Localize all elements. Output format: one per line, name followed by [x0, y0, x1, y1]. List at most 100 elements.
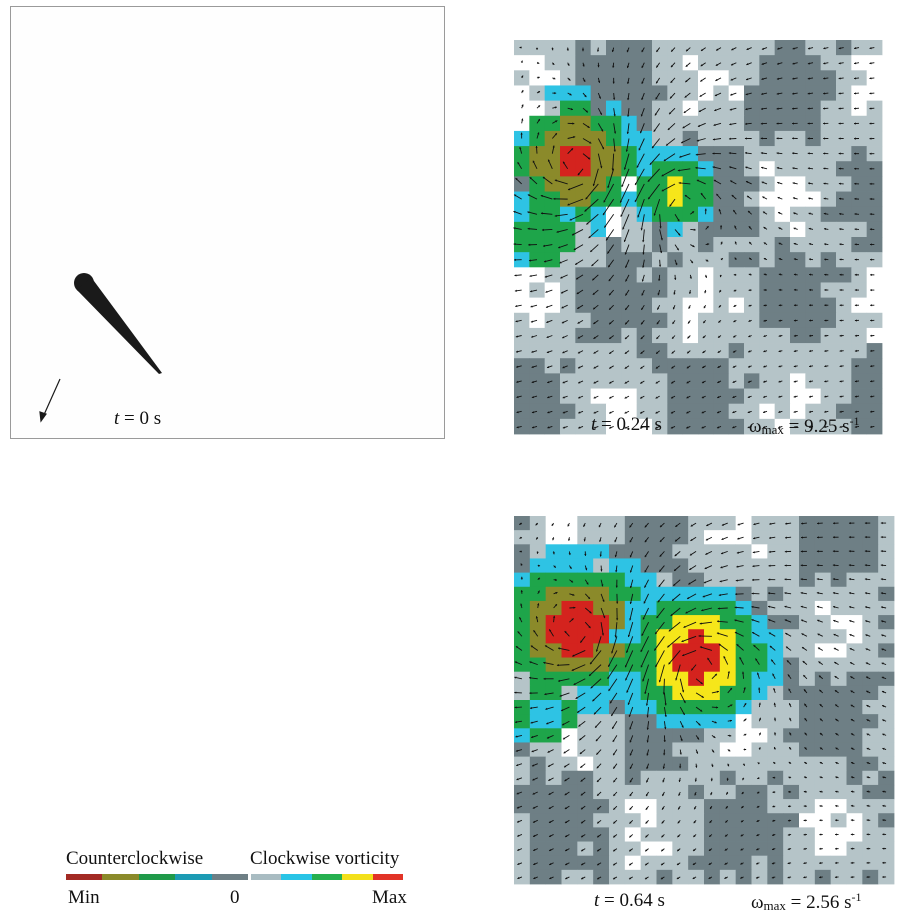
velocity-vector-head [514, 289, 517, 292]
vorticity-cell [719, 572, 737, 588]
velocity-vector-head [710, 806, 713, 810]
vorticity-cell [728, 297, 745, 314]
vorticity-cell [575, 373, 592, 389]
vorticity-cell [514, 55, 530, 71]
vorticity-cell [799, 869, 816, 885]
velocity-vector-head [648, 196, 651, 200]
vorticity-cell [590, 237, 607, 253]
velocity-vector [609, 692, 618, 704]
vorticity-cell [805, 40, 822, 56]
velocity-vector-head [519, 522, 522, 525]
velocity-vector-head [647, 179, 650, 182]
velocity-vector-head [773, 717, 777, 720]
velocity-vector-head [869, 122, 872, 125]
velocity-vector-head [803, 876, 806, 879]
velocity-vector-head [725, 820, 728, 823]
velocity-vector-head [606, 238, 609, 241]
velocity-vector-head [555, 120, 558, 123]
velocity-vector-head [733, 320, 736, 323]
vorticity-cell [514, 282, 530, 299]
vorticity-cell [577, 742, 594, 758]
velocity-vector-head [563, 161, 566, 164]
velocity-vector-head [549, 863, 552, 866]
velocity-vector-head [640, 396, 643, 399]
vorticity-cell [814, 756, 832, 772]
vorticity-cell [728, 237, 745, 253]
velocity-vector-head [578, 724, 581, 727]
vorticity-cell [688, 544, 705, 559]
velocity-vector-head [717, 335, 721, 338]
velocity-vector-head [866, 676, 869, 679]
velocity-vector-head [546, 722, 549, 725]
vorticity-cell [767, 558, 784, 574]
velocity-vector-head [733, 273, 736, 276]
velocity-vector-head [721, 537, 724, 541]
vorticity-cell [688, 530, 705, 545]
vorticity-cell [682, 40, 699, 56]
vorticity-cell [751, 572, 768, 588]
velocity-vector-head [854, 288, 857, 292]
velocity-vector-head [551, 48, 554, 51]
velocity-vector-head [641, 49, 644, 53]
vorticity-cell [751, 516, 768, 531]
velocity-vector-head [729, 166, 732, 169]
vorticity-cell [698, 191, 714, 208]
legend-swatch [211, 874, 249, 880]
vorticity-cell [590, 282, 607, 299]
velocity-vector-head [717, 396, 720, 399]
velocity-vector-head [751, 592, 754, 595]
velocity-vector-head [834, 861, 837, 865]
velocity-vector-head [581, 49, 585, 52]
velocity-vector-head [537, 76, 540, 79]
vorticity-cell [719, 586, 737, 602]
velocity-vector-head [520, 576, 523, 579]
velocity-vector-head [778, 304, 781, 307]
vorticity-cell [774, 161, 791, 177]
velocity-vector-head [756, 805, 760, 808]
vorticity-cell [744, 85, 760, 102]
vorticity-cell [759, 191, 776, 208]
velocity-vector-head [553, 77, 556, 80]
velocity-vector-head [640, 131, 643, 134]
velocity-vector-head [514, 661, 518, 664]
vorticity-cell [767, 869, 784, 885]
velocity-vector-head [838, 152, 841, 155]
vorticity-cell [713, 327, 730, 344]
vorticity-cell [667, 161, 684, 177]
vorticity-cell [728, 418, 745, 435]
velocity-vector-head [882, 733, 885, 736]
vorticity-cell [862, 544, 879, 559]
velocity-vector-head [629, 540, 632, 543]
vorticity-cell [846, 657, 863, 673]
velocity-vector-head [734, 619, 737, 622]
velocity-vector-head [548, 806, 552, 809]
vorticity-cell [728, 403, 745, 420]
velocity-vector-head [763, 288, 766, 292]
vorticity-cell [751, 558, 768, 574]
velocity-vector-head [850, 847, 853, 850]
velocity-vector-head [854, 349, 857, 353]
vorticity-cell [774, 297, 791, 314]
vorticity-cell [805, 221, 822, 238]
vorticity-cell [704, 841, 721, 857]
vorticity-cell [728, 343, 745, 359]
vorticity-cell [514, 869, 531, 885]
velocity-vector-head [702, 366, 705, 369]
velocity-vector-head [655, 411, 658, 414]
velocity-vector-head [832, 550, 835, 553]
vorticity-cell [606, 312, 622, 329]
vorticity-cell [529, 841, 547, 857]
legend-swatch [102, 874, 139, 880]
vorticity-cell [593, 869, 610, 885]
velocity-vector-head [698, 634, 701, 638]
velocity-vector-head [549, 834, 552, 837]
vorticity-cell [561, 671, 578, 687]
vorticity-cell [820, 343, 837, 359]
velocity-vector-head [854, 47, 857, 50]
vorticity-cell [544, 221, 561, 238]
vorticity-cell [577, 657, 594, 673]
velocity-vector-head [640, 665, 643, 668]
velocity-vector-head [548, 778, 551, 781]
velocity-vector-head [544, 260, 547, 263]
velocity-vector-head [761, 47, 765, 50]
